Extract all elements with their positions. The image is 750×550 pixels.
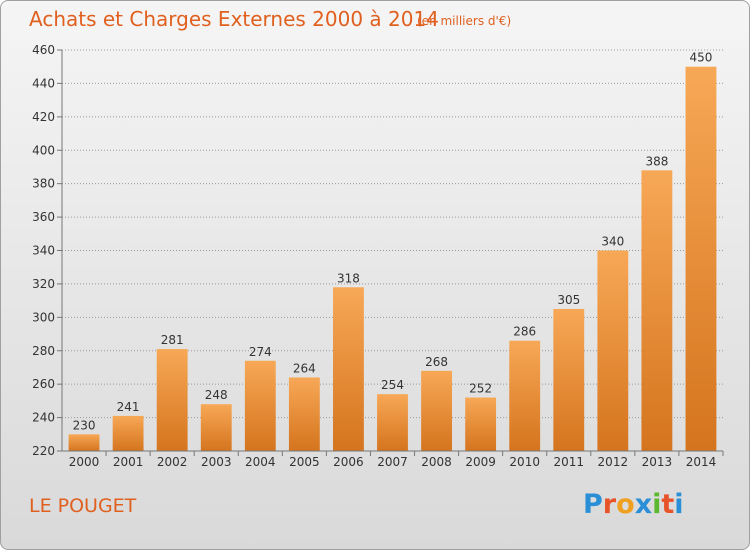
x-tick-label-2003: 2003: [201, 455, 232, 469]
value-label-2000: 230: [73, 418, 96, 432]
chart-title: Achats et Charges Externes 2000 à 2014: [29, 7, 439, 31]
x-tick-label-2011: 2011: [553, 455, 584, 469]
bar-2004: [244, 360, 276, 451]
value-label-2005: 264: [293, 361, 316, 375]
y-axis-ticks: 220 240 260 280 300 320 340 360 380 400 420 440 460: [32, 43, 62, 458]
bar-2002: [156, 349, 188, 451]
value-label-2001: 241: [117, 400, 140, 414]
value-label-2012: 340: [601, 235, 624, 249]
proxiti-logo: Proxiti: [583, 489, 684, 520]
x-tick-label-2000: 2000: [69, 455, 100, 469]
y-tick-label: 280: [32, 344, 55, 358]
x-tick-label-2006: 2006: [333, 455, 364, 469]
value-label-2002: 281: [161, 333, 184, 347]
y-tick-label: 340: [32, 244, 55, 258]
value-labels: 230 241 281 248 274 264 318 254 268 252 286 305 340 3…: [73, 51, 713, 433]
logo-letter: o: [616, 489, 635, 520]
x-tick-label-2004: 2004: [245, 455, 276, 469]
bar-2012: [597, 250, 629, 451]
value-label-2014: 450: [690, 51, 713, 65]
y-tick-label: 420: [32, 110, 55, 124]
value-label-2004: 274: [249, 345, 272, 359]
x-tick-label-2013: 2013: [642, 455, 673, 469]
y-tick-label: 260: [32, 377, 55, 391]
x-tick-label-2001: 2001: [113, 455, 144, 469]
x-tick-label-2008: 2008: [421, 455, 452, 469]
value-label-2009: 252: [469, 382, 492, 396]
x-tick-label-2009: 2009: [465, 455, 496, 469]
bar-2007: [377, 394, 408, 451]
y-tick-label: 320: [32, 277, 55, 291]
value-label-2007: 254: [381, 378, 404, 392]
value-label-2008: 268: [425, 355, 448, 369]
bar-2014: [685, 66, 717, 451]
bars: [68, 66, 717, 452]
x-tick-label-2010: 2010: [509, 455, 540, 469]
x-tick-label-2005: 2005: [289, 455, 320, 469]
bar-2001: [112, 415, 144, 451]
bar-2009: [465, 397, 497, 451]
y-tick-label: 400: [32, 143, 55, 157]
x-tick-label-2014: 2014: [686, 455, 717, 469]
y-tick-label: 300: [32, 310, 55, 324]
bar-2006: [333, 287, 364, 451]
bar-2005: [288, 377, 320, 451]
x-axis-ticks: 2000 2001 2002 2003 2004 2005 2006 2007 2008 2009…: [69, 451, 724, 469]
value-label-2011: 305: [557, 293, 580, 307]
y-tick-label: 360: [32, 210, 55, 224]
bar-2011: [553, 308, 585, 451]
place-name: LE POUGET: [29, 495, 137, 517]
y-tick-label: 220: [32, 444, 55, 458]
logo-letter: P: [583, 489, 603, 520]
logo-letter: r: [602, 489, 617, 520]
x-tick-label-2007: 2007: [377, 455, 408, 469]
y-tick-label: 440: [32, 76, 55, 90]
axes: [61, 50, 723, 452]
y-tick-label: 240: [32, 411, 55, 425]
bar-2010: [509, 340, 541, 451]
logo-letter: t: [661, 489, 675, 520]
bar-2003: [200, 404, 232, 451]
bar-2013: [641, 170, 673, 452]
logo-letter: i: [674, 489, 684, 520]
value-label-2010: 286: [513, 325, 536, 339]
bar-2000: [68, 434, 100, 451]
logo-letter: i: [652, 489, 662, 520]
value-label-2013: 388: [645, 154, 668, 168]
y-tick-label: 460: [32, 43, 55, 57]
x-tick-label-2012: 2012: [598, 455, 629, 469]
value-label-2006: 318: [337, 271, 360, 285]
chart-subtitle: (en milliers d'€): [417, 14, 512, 28]
value-label-2003: 248: [205, 388, 228, 402]
logo-letter: x: [634, 489, 653, 520]
bar-2008: [421, 370, 452, 451]
x-tick-label-2002: 2002: [157, 455, 188, 469]
y-tick-label: 380: [32, 177, 55, 191]
